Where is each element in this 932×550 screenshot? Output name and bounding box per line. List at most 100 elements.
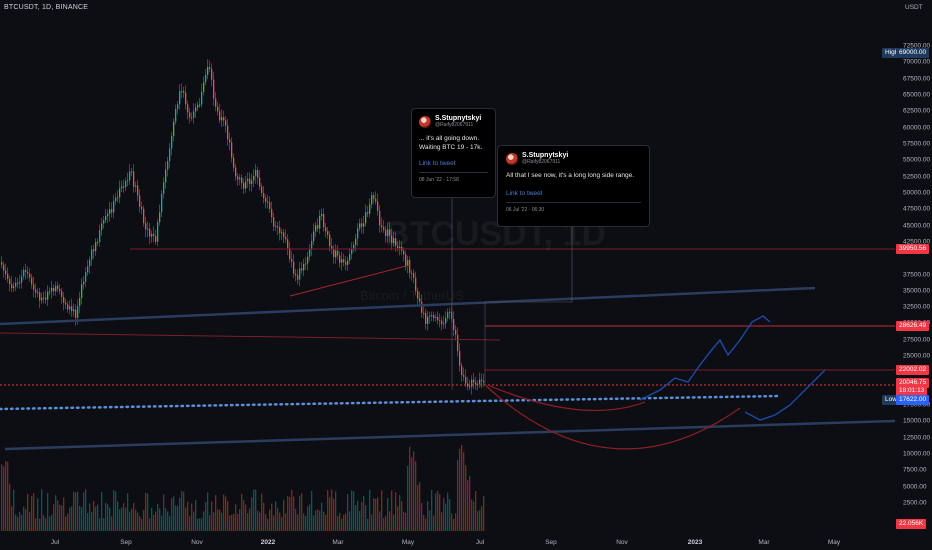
candle-body bbox=[451, 311, 453, 319]
candle-body bbox=[135, 185, 137, 187]
candle-body bbox=[207, 67, 209, 75]
volume-bar bbox=[371, 514, 373, 531]
volume-bar bbox=[475, 490, 477, 531]
tweet-card-1[interactable]: S.Stupnytskyi @Raify82067911 ... it's al… bbox=[411, 108, 496, 198]
candle-body bbox=[173, 121, 175, 136]
horizontal-line-27500[interactable] bbox=[0, 332, 501, 341]
volume-bar bbox=[477, 511, 479, 531]
volume-bar bbox=[299, 495, 301, 531]
volume-bar bbox=[431, 489, 433, 531]
candle-body bbox=[311, 241, 313, 250]
candle-body bbox=[125, 181, 127, 188]
candle-body bbox=[465, 376, 467, 384]
candle-body bbox=[449, 311, 451, 313]
tweet-text-line1: ... it's all going down. bbox=[419, 135, 480, 142]
volume-bar bbox=[459, 448, 461, 531]
candle-body bbox=[277, 226, 279, 228]
candle-body bbox=[115, 197, 117, 202]
candle-body bbox=[299, 268, 301, 280]
volume-bar bbox=[263, 502, 265, 531]
time-tick: Nov bbox=[191, 539, 203, 546]
tweet-date: 06 Jul '22 · 06:30 bbox=[506, 207, 545, 213]
volume-bar bbox=[393, 514, 395, 531]
candle-body bbox=[233, 157, 235, 168]
tweet-text-line2: Waiting BTC 19 - 17k. bbox=[419, 144, 483, 151]
watermark-description: Bitcoin / TetherUS bbox=[360, 288, 464, 303]
volume-bar bbox=[407, 465, 409, 531]
candle-body bbox=[411, 272, 413, 274]
candle-body bbox=[317, 225, 319, 229]
volume-bar bbox=[81, 507, 83, 531]
volume-bar bbox=[293, 496, 295, 531]
candle-body bbox=[405, 254, 407, 267]
volume-bar bbox=[341, 518, 343, 531]
candle-body bbox=[259, 177, 261, 187]
volume-bar bbox=[139, 516, 141, 531]
candle-body bbox=[291, 258, 293, 262]
candle-body bbox=[51, 287, 53, 292]
time-tick: Sep bbox=[545, 539, 557, 546]
time-tick: Nov bbox=[616, 539, 628, 546]
rising-trendline[interactable] bbox=[289, 264, 411, 297]
low-dotted-line[interactable] bbox=[0, 394, 782, 411]
candle-body bbox=[67, 304, 69, 310]
volume-bar bbox=[51, 514, 53, 531]
candle-body bbox=[187, 104, 189, 113]
volume-bar bbox=[109, 507, 111, 531]
volume-bar bbox=[335, 491, 337, 531]
volume-bar bbox=[451, 513, 453, 531]
tweet-handle: @Raify82067911 bbox=[522, 159, 561, 165]
tweet-card-2[interactable]: S.Stupnytskyi @Raify82067911 All that I … bbox=[497, 145, 650, 227]
bowl-arc-red[interactable] bbox=[484, 384, 741, 450]
volume-bar bbox=[223, 494, 225, 531]
bowl-arc-red-small[interactable] bbox=[489, 385, 646, 412]
volume-bar bbox=[235, 504, 237, 531]
candle-body bbox=[225, 120, 227, 126]
candle-body bbox=[235, 167, 237, 177]
price-tick: 35000.00 bbox=[903, 287, 931, 295]
tweet-link[interactable]: Link to tweet bbox=[506, 190, 543, 197]
volume-bar bbox=[281, 516, 283, 531]
symbol-title[interactable]: BTCUSDT, 1D, BINANCE bbox=[4, 4, 89, 11]
candle-body bbox=[105, 216, 107, 221]
axis-unit-label[interactable]: USDT bbox=[905, 4, 923, 11]
volume-bar bbox=[267, 518, 269, 531]
candle-body bbox=[407, 260, 409, 267]
volume-bar bbox=[181, 491, 183, 531]
candle-body bbox=[321, 213, 323, 216]
volume-bar bbox=[119, 508, 121, 531]
candle-body bbox=[297, 275, 299, 280]
candle-body bbox=[463, 375, 465, 377]
candle-body bbox=[283, 232, 285, 238]
candle-body bbox=[349, 254, 351, 261]
volume-bar bbox=[191, 503, 193, 531]
candle-body bbox=[63, 296, 65, 303]
volume-bar bbox=[315, 510, 317, 531]
long-support-trendline[interactable] bbox=[0, 286, 816, 326]
volume-bar bbox=[425, 518, 427, 531]
candle-body bbox=[409, 260, 411, 273]
candle-body bbox=[357, 228, 359, 239]
volume-bar bbox=[307, 506, 309, 531]
candle-body bbox=[133, 171, 135, 187]
candle-body bbox=[157, 222, 159, 242]
volume-bar bbox=[31, 496, 33, 531]
candle-body bbox=[425, 312, 427, 324]
projection-path-2[interactable] bbox=[744, 369, 826, 421]
volume-bar bbox=[481, 506, 483, 531]
candle-body bbox=[55, 285, 57, 292]
candle-body bbox=[1, 262, 3, 265]
volume-bar bbox=[383, 518, 385, 531]
candle-body bbox=[445, 318, 447, 324]
projection-path-1[interactable] bbox=[639, 315, 771, 401]
volume-bar bbox=[441, 512, 443, 531]
volume-bar bbox=[237, 513, 239, 531]
lower-support-trendline[interactable] bbox=[4, 419, 896, 451]
tweet-link[interactable]: Link to tweet bbox=[419, 160, 456, 167]
volume-bar bbox=[195, 499, 197, 531]
volume-bar bbox=[433, 515, 435, 531]
volume-bar bbox=[135, 509, 137, 531]
volume-bar bbox=[381, 490, 383, 531]
candle-body bbox=[31, 277, 33, 285]
